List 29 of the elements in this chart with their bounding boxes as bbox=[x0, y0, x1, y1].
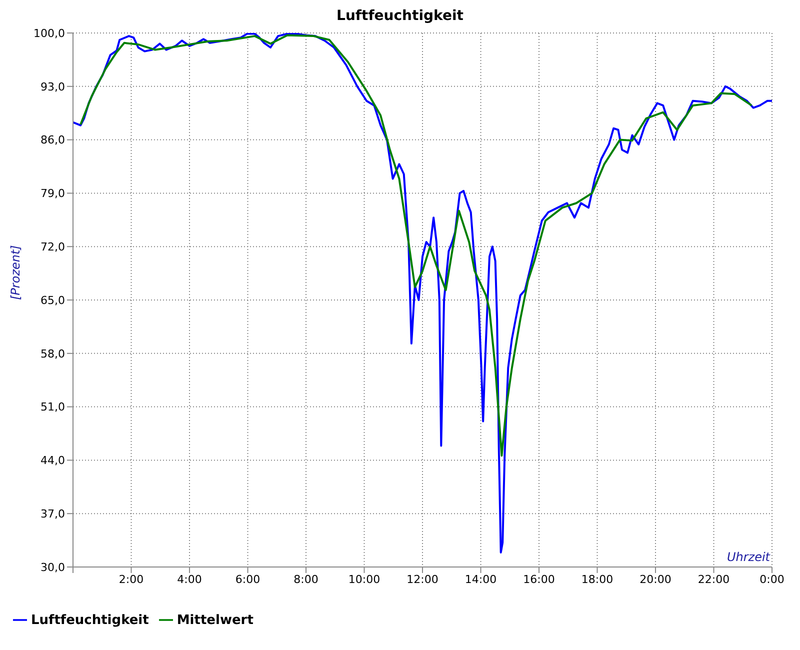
x-tick-label: 20:00 bbox=[640, 572, 672, 586]
y-tick-label: 93,0 bbox=[40, 80, 65, 94]
x-tick-label: 8:00 bbox=[294, 572, 318, 586]
y-tick-label: 79,0 bbox=[40, 187, 65, 200]
x-tick-label: 16:00 bbox=[523, 572, 555, 586]
x-tick-label: 12:00 bbox=[406, 572, 438, 586]
y-tick-label: 51,0 bbox=[40, 400, 65, 414]
x-tick-label: 6:00 bbox=[235, 572, 260, 586]
y-tick-label: 86,0 bbox=[40, 134, 65, 147]
y-tick-label: 72,0 bbox=[40, 240, 65, 254]
x-tick-label: 2:00 bbox=[118, 572, 144, 586]
x-tick-label: 10:00 bbox=[348, 572, 380, 586]
x-tick-label: 14:00 bbox=[464, 572, 497, 586]
x-tick-label: 18:00 bbox=[581, 572, 614, 586]
x-tick-label: 0:00 bbox=[760, 572, 784, 586]
x-tick-label: 22:00 bbox=[698, 572, 730, 586]
x-axis-title: Uhrzeit bbox=[726, 550, 772, 564]
y-tick-label: 100,0 bbox=[34, 26, 65, 40]
legend-label: Luftfeuchtigkeit bbox=[31, 613, 149, 628]
x-tick-label: 4:00 bbox=[177, 572, 202, 586]
y-tick-label: 58,0 bbox=[40, 347, 65, 360]
y-axis-title: [Prozent] bbox=[8, 244, 22, 300]
y-tick-label: 37,0 bbox=[40, 508, 65, 521]
chart-title: Luftfeuchtigkeit bbox=[336, 8, 464, 26]
legend-label: Mittelwert bbox=[176, 613, 254, 628]
y-tick-label: 30,0 bbox=[40, 560, 65, 574]
line-series bbox=[80, 34, 753, 457]
y-tick-label: 65,0 bbox=[40, 294, 65, 307]
y-tick-label: 44,0 bbox=[40, 454, 65, 468]
